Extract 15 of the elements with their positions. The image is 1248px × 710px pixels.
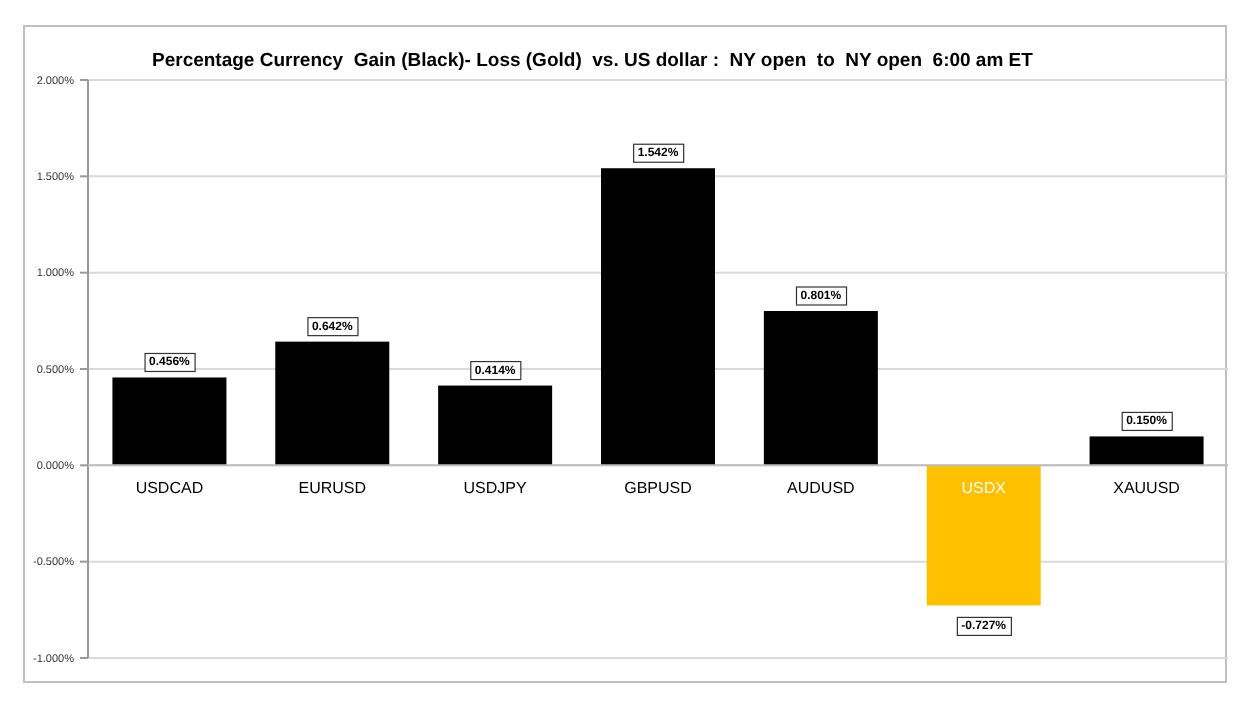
bar bbox=[601, 168, 715, 466]
bar bbox=[763, 311, 878, 466]
x-tick-label: USDJPY bbox=[463, 479, 529, 498]
x-tick-label: GBPUSD bbox=[624, 479, 693, 498]
bar bbox=[1089, 436, 1204, 466]
bar bbox=[112, 377, 227, 466]
x-tick-label: AUDUSD bbox=[787, 479, 856, 498]
chart-title: Percentage Currency Gain (Black)- Loss (Gold) vs. US dollar : NY open to NY open 6:00 am ET bbox=[152, 50, 1034, 72]
x-tick-label: USDCAD bbox=[135, 479, 204, 498]
x-tick-label: USDX bbox=[961, 479, 1008, 498]
bar bbox=[275, 341, 390, 466]
x-tick-label: EURUSD bbox=[298, 479, 367, 498]
bar bbox=[438, 385, 553, 466]
x-tick-label: XAUUSD bbox=[1113, 479, 1181, 498]
bar bbox=[926, 465, 1041, 606]
